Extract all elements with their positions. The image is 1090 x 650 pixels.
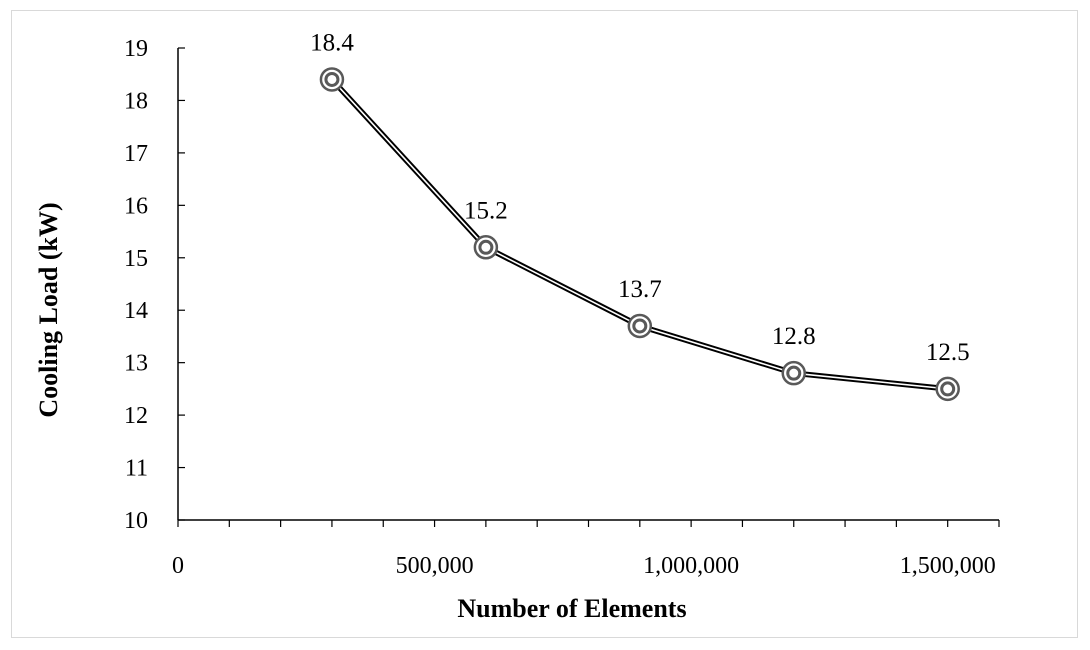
data-point (319, 67, 345, 92)
x-tick-label: 500,000 (396, 553, 474, 579)
y-tick-label: 15 (124, 246, 148, 272)
marker-inner-ring (940, 381, 956, 397)
series-layer: 18.4 15.2 13.7 12.8 12.5 (310, 29, 970, 402)
y-tick-label: 17 (124, 141, 148, 167)
series-line-inner (331, 78, 949, 390)
axes: 10 11 12 13 14 15 16 17 18 19 0 500,000 1,000,000 1,5… (124, 36, 1000, 579)
marker-inner-ring (324, 71, 340, 87)
data-label: 13.7 (618, 276, 662, 303)
x-tick-label: 1,500,000 (900, 553, 996, 579)
data-label: 18.4 (310, 29, 354, 56)
data-label: 15.2 (464, 197, 508, 224)
marker-inner-ring (478, 239, 494, 255)
marker-inner-ring (632, 318, 648, 334)
y-tick-label: 13 (124, 351, 148, 377)
y-tick-label: 11 (125, 456, 148, 482)
y-tick-label: 12 (124, 403, 148, 429)
data-point (473, 235, 499, 260)
x-tick-label: 0 (172, 553, 184, 579)
x-axis-title: Number of Elements (457, 594, 686, 623)
data-label: 12.8 (772, 323, 816, 350)
y-tick-label: 14 (124, 298, 148, 324)
data-point (627, 313, 653, 339)
marker-inner-ring (786, 365, 802, 381)
series-line (329, 76, 951, 392)
x-tick-label: 1,000,000 (643, 553, 739, 579)
y-tick-label: 16 (124, 193, 148, 219)
y-tick-label: 19 (124, 36, 148, 62)
data-label: 12.5 (926, 339, 970, 366)
y-axis-title: Cooling Load (kW) (34, 202, 63, 417)
chart-frame (11, 10, 1078, 638)
y-tick-label: 18 (124, 88, 148, 114)
y-tick-label: 10 (124, 508, 148, 534)
data-point (935, 376, 960, 402)
data-point (781, 360, 806, 386)
